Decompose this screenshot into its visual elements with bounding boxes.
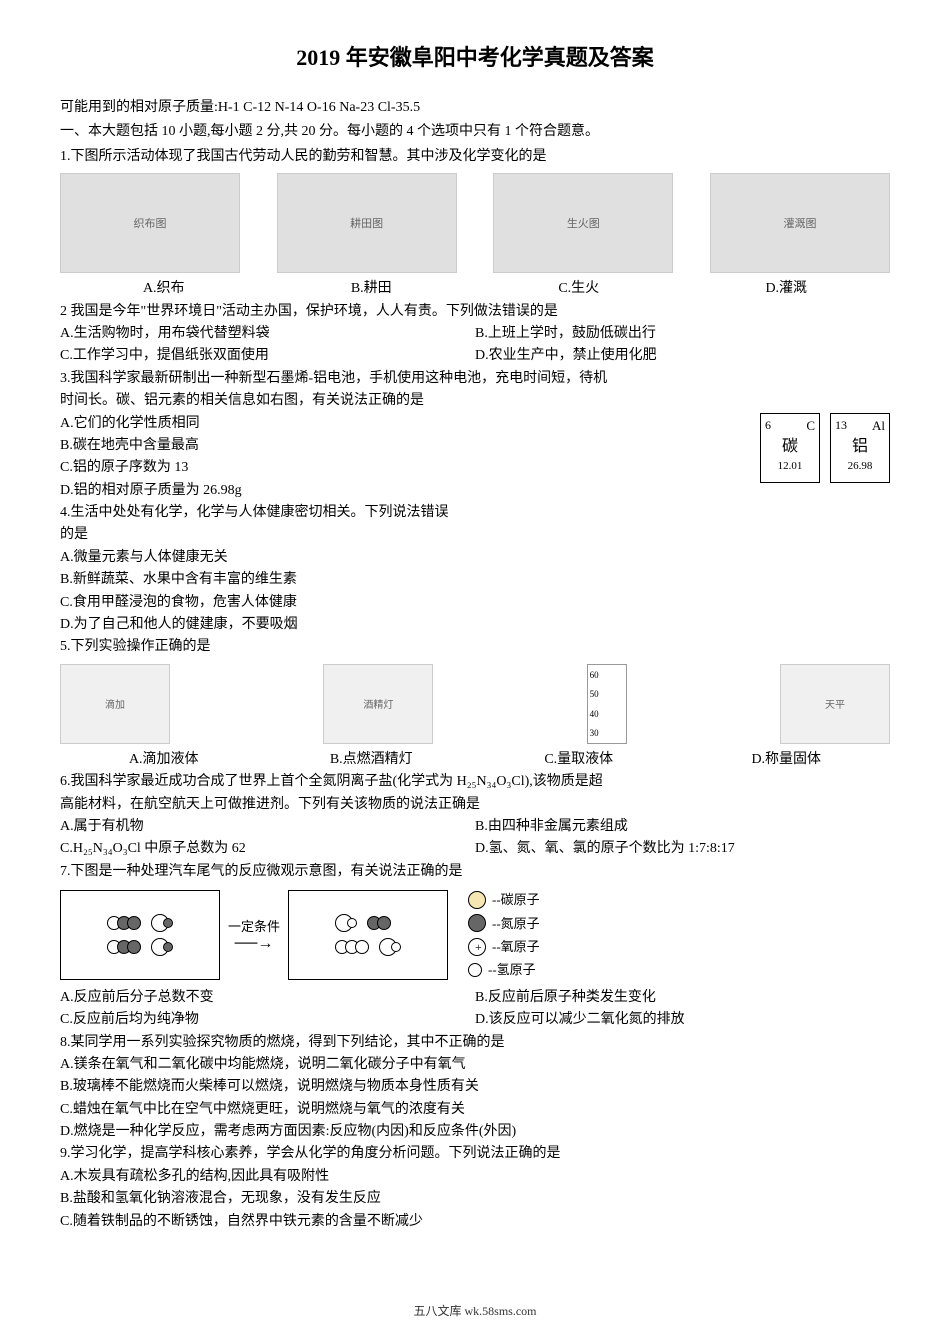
q6-row1: A.属于有机物 B.由四种非金属元素组成: [60, 816, 890, 838]
q1-opt-b: B.耕田: [268, 278, 476, 300]
q5-img-balance: 天平: [780, 664, 890, 744]
q9-opt-c: C.随着铁制品的不断锈蚀，自然界中铁元素的含量不断减少: [60, 1211, 890, 1233]
hydrogen-atom-icon: [468, 963, 482, 977]
q1-img-plowing: 耕田图: [277, 173, 457, 273]
q4-opt-c: C.食用甲醛浸泡的食物，危害人体健康: [60, 592, 890, 614]
q1-opt-d: D.灌溉: [683, 278, 891, 300]
q4-stem2: 的是: [60, 524, 890, 546]
q7-reaction-diagram: 一定条件 ──→ --碳原子 --氮原子 + --氧原子 --氢原子: [60, 888, 890, 982]
q7-stem: 7.下图是一种处理汽车尾气的反应微观示意图，有关说法正确的是: [60, 861, 890, 883]
q3-opt-d: D.铝的相对原子质量为 26.98g: [60, 480, 890, 502]
q7-arrow-label: 一定条件: [228, 916, 280, 935]
q7-legend: --碳原子 --氮原子 + --氧原子 --氢原子: [468, 888, 540, 982]
q1-opt-c: C.生火: [475, 278, 683, 300]
legend-carbon-label: --碳原子: [492, 888, 540, 911]
q8-opt-d: D.燃烧是一种化学反应，需考虑两方面因素:反应物(内因)和反应条件(外因): [60, 1121, 890, 1143]
al-name: 铝: [852, 432, 868, 456]
q1-options: A.织布 B.耕田 C.生火 D.灌溉: [60, 278, 890, 300]
scale-60: 60: [590, 670, 626, 680]
page-title: 2019 年安徽阜阳中考化学真题及答案: [60, 40, 890, 72]
q2-opt-c: C.工作学习中，提倡纸张双面使用: [60, 345, 475, 367]
q7-opt-b: B.反应前后原子种类发生变化: [475, 987, 890, 1009]
q5-img-lamp: 酒精灯: [323, 664, 433, 744]
q1-img-weaving: 织布图: [60, 173, 240, 273]
q1-stem: 1.下图所示活动体现了我国古代劳动人民的勤劳和智慧。其中涉及化学变化的是: [60, 146, 890, 168]
q9-stem: 9.学习化学，提高学科核心素养，学会从化学的角度分析问题。下列说法正确的是: [60, 1143, 890, 1165]
q9-opt-a: A.木炭具有疏松多孔的结构,因此具有吸附性: [60, 1166, 890, 1188]
legend-hydrogen-label: --氢原子: [488, 958, 536, 981]
q7-row1: A.反应前后分子总数不变 B.反应前后原子种类发生变化: [60, 987, 890, 1009]
al-mass: 26.98: [848, 460, 873, 472]
legend-nitrogen-label: --氮原子: [492, 912, 540, 935]
q1-opt-a: A.织布: [60, 278, 268, 300]
q4-opt-a: A.微量元素与人体健康无关: [60, 547, 890, 569]
q2-row1: A.生活购物时，用布袋代替塑料袋 B.上班上学时，鼓励低碳出行: [60, 323, 890, 345]
q8-opt-a: A.镁条在氧气和二氧化碳中均能燃烧，说明二氧化碳分子中有氧气: [60, 1054, 890, 1076]
carbon-mass: 12.01: [778, 460, 803, 472]
q7-opt-d: D.该反应可以减少二氧化氮的排放: [475, 1009, 890, 1031]
legend-oxygen: + --氧原子: [468, 935, 540, 958]
q8-opt-c: C.蜡烛在氧气中比在空气中燃烧更旺，说明燃烧与氧气的浓度有关: [60, 1099, 890, 1121]
q7-opt-a: A.反应前后分子总数不变: [60, 987, 475, 1009]
q1-img-irrigation: 灌溉图: [710, 173, 890, 273]
q5-img-cylinder: 60 50 40 30: [587, 664, 627, 744]
q5-images: 滴加 酒精灯 60 50 40 30 天平: [60, 664, 890, 744]
section-intro: 一、本大题包括 10 小题,每小题 2 分,共 20 分。每小题的 4 个选项中…: [60, 121, 890, 143]
element-card-aluminum: 13 Al 铝 26.98: [830, 413, 890, 483]
q3-element-cards: 6 C 碳 12.01 13 Al 铝 26.98: [760, 413, 890, 483]
q2-opt-b: B.上班上学时，鼓励低碳出行: [475, 323, 890, 345]
carbon-number: 6: [765, 418, 771, 433]
legend-nitrogen: --氮原子: [468, 912, 540, 935]
q7-row2: C.反应前后均为纯净物 D.该反应可以减少二氧化氮的排放: [60, 1009, 890, 1031]
q6-row2: C.H₂₅N₃₄O₃Cl 中原子总数为 62 D.氢、氮、氧、氯的原子个数比为 …: [60, 838, 890, 860]
q5-opt-a: A.滴加液体: [60, 749, 268, 771]
atomic-mass-info: 可能用到的相对原子质量:H-1 C-12 N-14 O-16 Na-23 Cl-…: [60, 97, 890, 119]
carbon-symbol: C: [806, 418, 815, 434]
q3-stem1: 3.我国科学家最新研制出一种新型石墨烯-铝电池，手机使用这种电池，充电时间短，待…: [60, 368, 890, 390]
q5-stem: 5.下列实验操作正确的是: [60, 636, 890, 658]
q7-arrow: 一定条件 ──→: [228, 916, 280, 953]
q4-opt-d: D.为了自己和他人的健建康，不要吸烟: [60, 614, 890, 636]
scale-50: 50: [590, 689, 626, 699]
carbon-atom-icon: [468, 891, 486, 909]
element-card-carbon: 6 C 碳 12.01: [760, 413, 820, 483]
q2-opt-d: D.农业生产中，禁止使用化肥: [475, 345, 890, 367]
q8-opt-b: B.玻璃棒不能燃烧而火柴棒可以燃烧，说明燃烧与物质本身性质有关: [60, 1076, 890, 1098]
al-number: 13: [835, 418, 847, 433]
scale-30: 30: [590, 728, 626, 738]
q1-images: 织布图 耕田图 生火图 灌溉图: [60, 173, 890, 273]
q7-opt-c: C.反应前后均为纯净物: [60, 1009, 475, 1031]
nitrogen-atom-icon: [468, 914, 486, 932]
q5-img-dropper: 滴加: [60, 664, 170, 744]
q7-reactants-panel: [60, 890, 220, 980]
q5-opt-d: D.称量固体: [683, 749, 891, 771]
q9-opt-b: B.盐酸和氢氧化钠溶液混合，无现象，没有发生反应: [60, 1188, 890, 1210]
q6-opt-b: B.由四种非金属元素组成: [475, 816, 890, 838]
q2-row2: C.工作学习中，提倡纸张双面使用 D.农业生产中，禁止使用化肥: [60, 345, 890, 367]
legend-oxygen-label: --氧原子: [492, 935, 540, 958]
carbon-name: 碳: [782, 432, 798, 456]
legend-carbon: --碳原子: [468, 888, 540, 911]
q1-img-fire: 生火图: [493, 173, 673, 273]
q5-options: A.滴加液体 B.点燃酒精灯 C.量取液体 D.称量固体: [60, 749, 890, 771]
q3-stem2: 时间长。碳、铝元素的相关信息如右图，有关说法正确的是: [60, 390, 890, 412]
legend-hydrogen: --氢原子: [468, 958, 540, 981]
q5-opt-c: C.量取液体: [475, 749, 683, 771]
q6-stem2: 高能材料，在航空航天上可做推进剂。下列有关该物质的说法正确是: [60, 794, 890, 816]
oxygen-atom-icon: +: [468, 938, 486, 956]
q5-opt-b: B.点燃酒精灯: [268, 749, 476, 771]
q4-opt-b: B.新鲜蔬菜、水果中含有丰富的维生素: [60, 569, 890, 591]
q4-stem1: 4.生活中处处有化学，化学与人体健康密切相关。下列说法错误: [60, 502, 890, 524]
q6-opt-c: C.H₂₅N₃₄O₃Cl 中原子总数为 62: [60, 838, 475, 860]
q6-opt-a: A.属于有机物: [60, 816, 475, 838]
q6-stem1: 6.我国科学家最近成功合成了世界上首个全氮阴离子盐(化学式为 H₂₅N₃₄O₃C…: [60, 771, 890, 793]
q6-opt-d: D.氢、氮、氧、氯的原子个数比为 1:7:8:17: [475, 838, 890, 860]
q8-stem: 8.某同学用一系列实验探究物质的燃烧，得到下列结论，其中不正确的是: [60, 1032, 890, 1054]
q2-opt-a: A.生活购物时，用布袋代替塑料袋: [60, 323, 475, 345]
al-symbol: Al: [872, 418, 885, 434]
page-footer: 五八文库 wk.58sms.com: [0, 1302, 950, 1319]
q2-stem: 2 我国是今年"世界环境日"活动主办国，保护环境，人人有责。下列做法错误的是: [60, 301, 890, 323]
q7-products-panel: [288, 890, 448, 980]
scale-40: 40: [590, 709, 626, 719]
